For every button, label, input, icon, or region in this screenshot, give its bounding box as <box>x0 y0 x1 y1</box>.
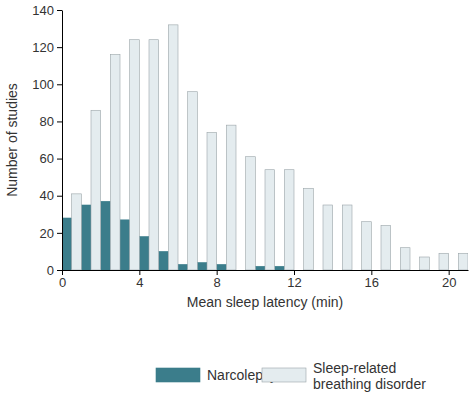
bar <box>284 170 294 270</box>
bar <box>81 205 91 270</box>
tick: 60 <box>40 151 62 166</box>
bar <box>352 270 362 271</box>
bar <box>458 253 468 270</box>
legend-label: Sleep-relatedbreathing disorder <box>313 360 426 392</box>
legend: NarcolepsySleep-relatedbreathing disorde… <box>156 360 426 392</box>
bar <box>101 201 111 270</box>
tick: 8 <box>214 270 221 290</box>
bar <box>410 270 420 271</box>
x-axis-title: Mean sleep latency (min) <box>187 294 343 310</box>
tick: 12 <box>287 270 301 290</box>
axis-line <box>62 11 63 271</box>
tick-label: 100 <box>32 77 54 92</box>
tick: 120 <box>32 40 62 55</box>
tick-mark <box>57 121 62 122</box>
bar <box>255 266 265 270</box>
tick-label: 20 <box>40 226 54 241</box>
y-axis: 0 20 40 60 80 100 120 140 <box>32 3 62 278</box>
tick-mark <box>57 159 62 160</box>
bar <box>149 40 159 270</box>
tick-label: 80 <box>40 114 54 129</box>
tick-label: 120 <box>32 40 54 55</box>
bar <box>362 222 372 270</box>
bar <box>449 270 459 271</box>
bar <box>207 133 217 270</box>
bar <box>130 40 140 270</box>
bar <box>420 257 430 270</box>
tick-mark <box>57 196 62 197</box>
bar <box>265 170 275 270</box>
bar <box>110 55 120 270</box>
bar <box>246 157 256 270</box>
y-axis-title: Number of studies <box>4 83 20 197</box>
chart: 0 4 8 12 16 20 0 20 40 60 80 100 120 140 Mean sleep la… <box>0 0 471 398</box>
plot-area <box>62 25 468 270</box>
bar <box>120 220 130 270</box>
bar <box>197 263 207 270</box>
tick-label: 20 <box>442 275 456 290</box>
bar <box>91 110 101 270</box>
tick-label: 4 <box>136 275 143 290</box>
tick: 20 <box>442 270 456 290</box>
bar <box>217 264 227 270</box>
bar <box>439 253 449 270</box>
tick-label: 60 <box>40 151 54 166</box>
bar <box>188 92 198 270</box>
tick-label: 140 <box>32 3 54 18</box>
tick-mark <box>57 233 62 234</box>
tick-label: 0 <box>59 275 66 290</box>
legend-swatch <box>262 368 306 382</box>
x-axis: 0 4 8 12 16 20 <box>59 270 469 290</box>
bar <box>342 205 352 270</box>
bar <box>333 270 343 271</box>
bar <box>294 270 304 271</box>
tick: 0 <box>47 263 62 278</box>
bar <box>236 270 246 271</box>
tick: 16 <box>365 270 379 290</box>
bar <box>304 188 314 270</box>
bar <box>275 266 285 270</box>
tick-label: 40 <box>40 188 54 203</box>
tick-mark <box>57 270 62 271</box>
bar <box>381 225 391 270</box>
tick-label: 12 <box>287 275 301 290</box>
bar <box>323 205 333 270</box>
tick-label: 0 <box>47 263 54 278</box>
tick: 100 <box>32 77 62 92</box>
bar <box>159 251 169 270</box>
tick-mark <box>57 84 62 85</box>
legend-swatch <box>156 368 200 382</box>
axis-line <box>63 270 469 271</box>
tick: 0 <box>59 270 66 290</box>
bar <box>168 25 178 270</box>
bar <box>391 270 401 271</box>
bar <box>226 125 236 270</box>
bar <box>371 270 381 271</box>
bar <box>429 270 439 271</box>
tick: 20 <box>40 226 62 241</box>
bar <box>62 218 72 270</box>
tick-mark <box>57 47 62 48</box>
bar <box>178 264 188 270</box>
tick: 40 <box>40 188 62 203</box>
tick-mark <box>57 10 62 11</box>
tick-label: 16 <box>365 275 379 290</box>
bar <box>139 237 149 270</box>
bar <box>400 248 410 270</box>
tick: 4 <box>136 270 143 290</box>
tick: 140 <box>32 3 62 18</box>
bar <box>313 270 323 271</box>
bar <box>72 194 82 270</box>
tick: 80 <box>40 114 62 129</box>
tick-label: 8 <box>214 275 221 290</box>
series <box>72 25 468 270</box>
